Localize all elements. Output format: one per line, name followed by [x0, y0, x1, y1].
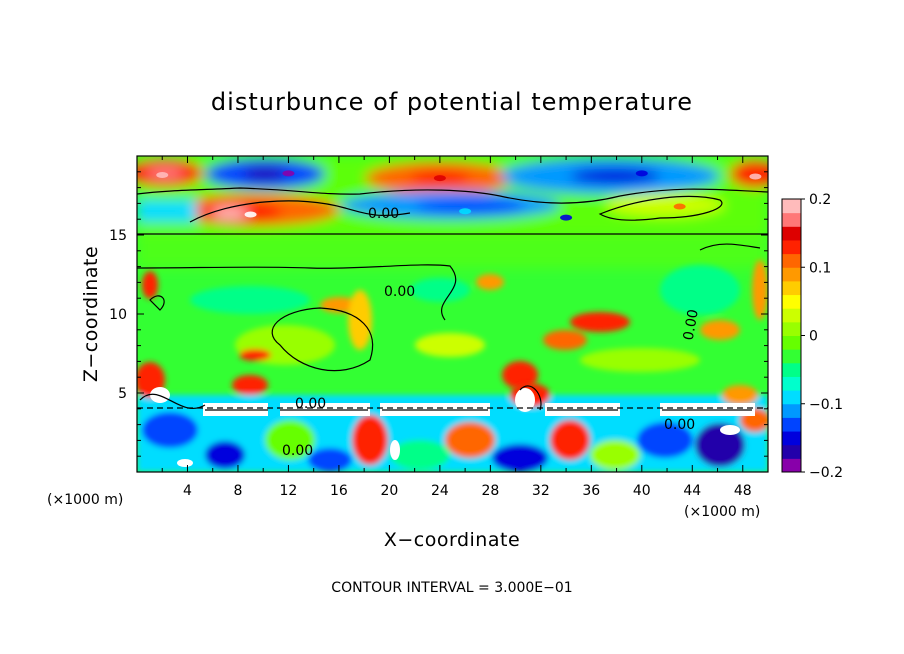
- field-extremum: [459, 208, 472, 215]
- contour-label: 0.00: [368, 206, 399, 222]
- colorbar-segment: [782, 403, 801, 418]
- contour-label: 0.00: [295, 396, 326, 412]
- colorbar-ticks: 0.2 0.1 0 −0.1 −0.2: [801, 192, 843, 481]
- x-tick-label: 12: [280, 483, 298, 499]
- colorbar-segment: [782, 321, 801, 336]
- field-features: [156, 170, 762, 221]
- field-extremum: [635, 170, 648, 177]
- x-tick-label: 20: [380, 483, 398, 499]
- colorbar-tick-label: −0.2: [809, 465, 843, 481]
- contour-label: 0.00: [282, 443, 313, 459]
- colorbar-segment: [782, 212, 801, 227]
- x-tick-label: 48: [734, 483, 752, 499]
- x-tick-label: 36: [582, 483, 600, 499]
- field-extremum: [673, 203, 686, 210]
- colorbar-segment: [782, 239, 801, 255]
- contour-label: 0.00: [664, 417, 695, 433]
- colorbar-segment: [782, 294, 801, 309]
- colorbar-segment: [782, 431, 801, 446]
- y-axis: 5 10 15: [109, 171, 768, 457]
- colorbar-segment: [782, 376, 801, 391]
- field-extremum: [282, 170, 295, 177]
- colorbar-tick-label: 0: [809, 329, 818, 345]
- x-tick-label: 24: [431, 483, 449, 499]
- x-tick-label: 44: [683, 483, 701, 499]
- chart-title: disturbunce of potential temperature: [211, 88, 693, 116]
- contour-label: 0.00: [384, 284, 415, 300]
- y-axis-label: Z−coordinate: [80, 246, 102, 382]
- contour-label: 0.00: [681, 308, 702, 341]
- colorbar-segment: [782, 444, 801, 459]
- colorbar-segment: [782, 308, 801, 323]
- y-tick-label: 10: [109, 307, 127, 323]
- x-tick-label: 28: [481, 483, 499, 499]
- colorbar-segment: [782, 335, 801, 350]
- contour-interval-label: CONTOUR INTERVAL = 3.000E−01: [331, 580, 572, 596]
- field-extremum: [433, 175, 446, 182]
- x-unit-label-left: (×1000 m): [47, 492, 123, 508]
- colorbar-tick-label: −0.1: [809, 397, 843, 413]
- x-unit-label-right: (×1000 m): [684, 504, 760, 520]
- temperature-field: 0.00 0.00 0.00 0.00 0.00 0.00: [137, 156, 768, 472]
- colorbar-tick-label: 0.1: [809, 260, 831, 276]
- colorbar-segment: [782, 349, 801, 364]
- field-extremum: [749, 173, 762, 180]
- field-extremum: [560, 214, 573, 221]
- field-extremum: [244, 211, 257, 218]
- colorbar-segment: [782, 253, 801, 268]
- colorbar-segment: [782, 199, 801, 214]
- colorbar-segment: [782, 362, 801, 377]
- x-tick-label: 40: [633, 483, 651, 499]
- x-tick-label: 16: [330, 483, 348, 499]
- colorbar-tick-label: 0.2: [809, 192, 831, 208]
- x-axis: 4 8 12 16 20 24 28 32 36 40 44 48: [161, 156, 752, 499]
- x-tick-label: 8: [233, 483, 242, 499]
- x-tick-label: 32: [532, 483, 550, 499]
- colorbar-segment: [782, 458, 801, 473]
- x-tick-label: 4: [183, 483, 192, 499]
- x-axis-label: X−coordinate: [384, 529, 520, 551]
- colorbar-segment: [782, 390, 801, 405]
- field-extremum: [156, 171, 169, 178]
- colorbar-segment: [782, 267, 801, 282]
- y-tick-label: 15: [109, 228, 127, 244]
- y-tick-label: 5: [118, 386, 127, 402]
- colorbar: [781, 198, 802, 473]
- colorbar-segment: [782, 226, 801, 241]
- colorbar-segment: [782, 417, 801, 432]
- colorbar-segment: [782, 280, 801, 296]
